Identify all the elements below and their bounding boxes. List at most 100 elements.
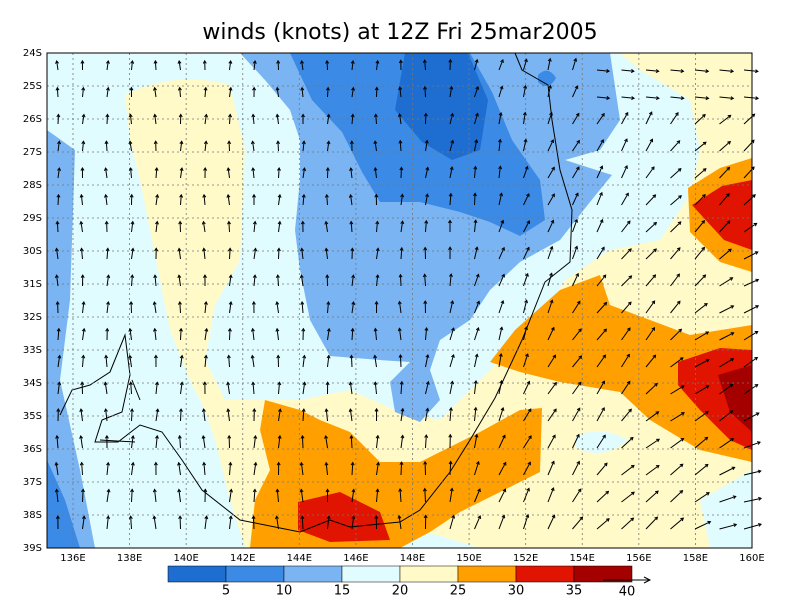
wind-arrow: [400, 462, 403, 476]
wind-arrow-head: [525, 272, 529, 277]
wind-arrow: [719, 193, 730, 206]
wind-arrow-head: [733, 523, 738, 528]
colorbar-box: [283, 565, 343, 583]
wind-arrow: [327, 87, 329, 98]
wind-arrow-head: [326, 300, 331, 305]
wind-arrow: [743, 384, 758, 395]
wind-arrow-head: [624, 111, 629, 116]
wind-arrow-head: [448, 407, 453, 411]
wind-arrow: [131, 409, 133, 422]
wind-arrow: [179, 87, 181, 98]
lat-label: 27S: [23, 147, 42, 158]
wind-arrow-head: [178, 515, 183, 520]
wind-arrow: [179, 301, 181, 314]
wind-arrow: [523, 166, 528, 179]
wind-arrow-head: [79, 434, 84, 439]
wind-arrow-head: [550, 219, 555, 224]
wind-arrow: [572, 85, 578, 98]
wind-arrow: [719, 248, 732, 260]
wind-arrow-head: [54, 247, 59, 252]
wind-arrow: [670, 96, 684, 99]
wind-arrow-head: [250, 140, 255, 145]
wind-arrow-head: [348, 381, 353, 386]
wind-arrow: [523, 112, 526, 125]
wind-arrow-head: [448, 460, 453, 465]
wind-arrow: [131, 462, 134, 476]
wind-arrow: [449, 461, 452, 476]
wind-arrow: [449, 300, 454, 314]
wind-arrow: [621, 138, 628, 152]
wind-arrow: [154, 114, 157, 125]
wind-arrow: [474, 488, 481, 503]
wind-arrow-head: [177, 247, 182, 252]
wind-arrow: [82, 141, 85, 152]
wind-arrow: [449, 381, 454, 395]
wind-arrow: [547, 300, 553, 314]
wind-arrow-head: [624, 138, 628, 143]
wind-arrow-head: [128, 381, 133, 386]
wind-arrow-head: [227, 220, 231, 225]
colorbar-label: 20: [392, 584, 409, 599]
wind-arrow: [105, 355, 108, 368]
wind-arrow-head: [603, 328, 607, 333]
wind-arrow-head: [154, 167, 159, 171]
wind-arrow: [327, 516, 330, 530]
wind-arrow-head: [227, 327, 232, 332]
wind-arrow: [154, 60, 157, 71]
wind-arrow: [572, 516, 583, 530]
wind-arrow-head: [204, 515, 209, 520]
wind-arrow: [670, 490, 683, 503]
wind-arrow: [645, 383, 658, 395]
wind-arrow: [449, 515, 455, 530]
wind-arrow-head: [549, 299, 554, 304]
wind-arrow: [374, 382, 377, 395]
wind-arrow: [694, 385, 709, 395]
wind-arrow: [425, 327, 428, 341]
wind-arrow: [449, 354, 455, 368]
wind-arrow-head: [603, 462, 608, 467]
wind-arrow: [253, 275, 256, 287]
wind-arrow-head: [228, 247, 232, 252]
wind-arrow: [398, 515, 402, 530]
wind-arrow: [523, 488, 530, 503]
wind-arrow-head: [374, 193, 379, 198]
wind-arrow: [227, 409, 230, 422]
wind-arrow-head: [424, 139, 429, 144]
wind-arrow: [547, 435, 556, 449]
wind-arrow: [694, 437, 708, 449]
lon-label: 158E: [683, 553, 708, 564]
wind-arrow: [82, 516, 85, 530]
wind-arrow-head: [499, 192, 504, 197]
wind-arrow-head: [728, 248, 732, 253]
wind-arrow-head: [400, 193, 405, 198]
wind-arrow-head: [105, 247, 110, 252]
wind-arrow-head: [326, 354, 331, 359]
wind-arrow-head: [549, 245, 554, 250]
wind-arrow: [572, 461, 580, 476]
wind-arrow-head: [729, 410, 734, 414]
wind-arrow: [498, 353, 502, 368]
wind-arrow-head: [228, 301, 233, 305]
wind-arrow-head: [201, 408, 206, 413]
wind-arrow: [572, 434, 580, 449]
wind-arrow: [547, 355, 556, 368]
wind-arrow-head: [498, 352, 503, 357]
wind-arrow: [180, 141, 183, 152]
wind-arrow-head: [252, 220, 257, 225]
wind-arrow-head: [498, 165, 503, 170]
wind-arrow-head: [652, 194, 657, 199]
wind-arrow: [400, 381, 403, 395]
wind-arrow: [498, 300, 504, 314]
wind-arrow-head: [476, 300, 481, 305]
colorbar-box: [167, 565, 227, 583]
wind-arrow: [130, 167, 132, 179]
colorbar-label: 35: [566, 584, 583, 599]
wind-arrow-head: [500, 58, 504, 63]
wind-arrow: [179, 435, 181, 449]
colorbar-label: 25: [450, 584, 467, 599]
wind-arrow-head: [499, 379, 504, 384]
wind-arrow-head: [705, 331, 710, 335]
wind-arrow: [376, 60, 379, 71]
wind-arrow: [547, 193, 555, 206]
lon-label: 160E: [739, 553, 764, 564]
